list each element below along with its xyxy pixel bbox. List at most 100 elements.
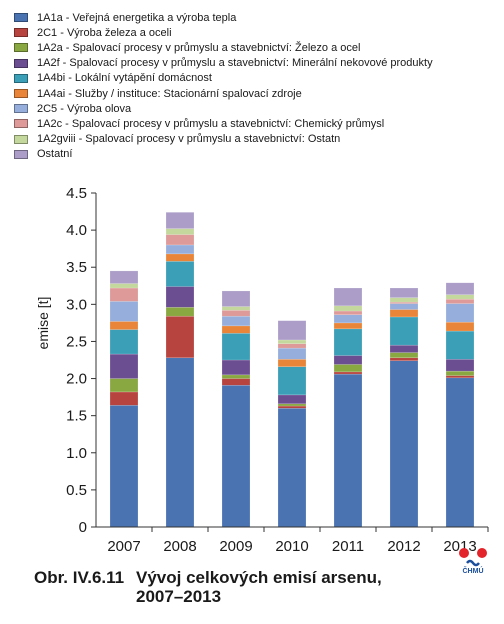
bar-segment [333,287,363,307]
bar-segment [221,315,251,327]
legend-label: 1A2a - Spalovací procesy v průmyslu a st… [37,41,361,54]
bar-segment [109,405,139,528]
x-tick-label: 2010 [275,538,308,555]
bar-segment [389,357,419,361]
y-tick-label: 4.5 [66,185,87,202]
legend-item: 1A1a - Veřejná energetika a výroba tepla [14,10,433,25]
legend-swatch [14,58,28,68]
bar-segment [389,309,419,318]
bar-segment [221,378,251,386]
bar-segment [221,325,251,334]
bar-segment [389,297,419,303]
x-tick-label: 2007 [107,538,140,555]
y-tick-label: 0.5 [66,482,87,499]
bar-segment [333,371,363,375]
bar-segment [445,370,475,376]
bar-segment [389,344,419,353]
bar-segment [109,283,139,289]
bar-segment [277,366,307,396]
x-tick-label: 2011 [332,538,364,555]
legend-swatch [14,149,28,159]
bar-segment [109,270,139,284]
bar-segment [109,391,139,406]
y-tick-label: 0 [79,519,87,536]
legend-item: 1A2a - Spalovací procesy v průmyslu a st… [14,40,433,55]
legend-swatch [14,119,28,129]
y-tick-label: 2.0 [66,371,87,388]
legend-label: Ostatní [37,148,73,161]
legend-item: 1A2f - Spalovací procesy v průmyslu a st… [14,56,433,71]
bar-segment [165,357,195,528]
bar-segment [221,290,251,307]
bar-segment [445,377,475,528]
bar-segment [109,321,139,330]
bar-segment [389,287,419,298]
y-tick-label: 1.0 [66,445,87,462]
bar-segment [221,333,251,361]
legend-swatch [14,13,28,23]
bar-segment [277,407,307,528]
legend-label: 1A4ai - Služby / instituce: Stacionární … [37,87,302,100]
legend-label: 2C5 - Výroba olova [37,102,132,115]
x-tick-label: 2009 [219,538,252,555]
bar-segment [445,294,475,300]
y-axis: 0 0.5 1.0 1.5 2.0 2.5 3.0 3.5 4.0 4.5 [66,185,97,536]
bar-segment [333,314,363,324]
legend: 1A1a - Veřejná energetika a výroba tepla… [14,10,433,162]
caption-title-line2: 2007–2013 [136,587,222,606]
bar-segment [333,364,363,373]
bar-segment [389,360,419,528]
bar-segment [221,310,251,317]
bar-segment [445,359,475,372]
bar-segment [221,384,251,528]
bar-segment [277,359,307,367]
bar-segment [165,212,195,229]
y-tick-label: 3.0 [66,296,87,313]
y-tick-label: 3.5 [66,259,87,276]
legend-label: 1A2f - Spalovací procesy v průmyslu a st… [37,57,433,70]
chmu-logo: ČHMÚ [454,546,492,580]
caption-number: Obr. IV.6.11 [34,568,125,587]
chmu-logo-mark [459,548,487,567]
x-tick-label: 2008 [163,538,196,555]
bar-segment [445,330,475,360]
legend-label: 1A4bi - Lokální vytápění domácnost [37,72,212,85]
x-axis: 2007 2008 2009 2010 2011 2012 2013 [96,526,489,555]
bar-segment [277,320,307,341]
y-tick-label: 4.0 [66,222,87,239]
legend-item: 1A2gviii - Spalovací procesy v průmyslu … [14,132,433,147]
bar-segment [109,287,139,302]
bar-segment [445,303,475,323]
bar-segment [333,322,363,330]
bar-segment [165,244,195,255]
legend-swatch [14,73,28,83]
bar-segment [277,347,307,360]
bar-segment [109,301,139,322]
y-axis-label: emise [t] [35,297,51,350]
bar-segment [445,321,475,332]
chmu-logo-text: ČHMÚ [462,568,484,575]
bar-segment [333,310,363,315]
legend-item: 1A4bi - Lokální vytápění domácnost [14,71,433,86]
bar-segment [389,352,419,359]
legend-item: 1A4ai - Služby / instituce: Stacionární … [14,86,433,101]
caption-title-line1: Vývoj celkových emisí arsenu, [136,568,382,587]
plot-area [109,212,475,528]
bar-segment [277,403,307,407]
bar-segment [165,315,195,359]
legend-label: 1A2c - Spalovací procesy v průmyslu a st… [37,117,385,130]
legend-item: Ostatní [14,147,433,162]
bar-segment [221,306,251,311]
bar-segment [333,373,363,528]
figure-caption: Obr. IV.6.11 Vývoj celkových emisí arsenu… [34,568,382,606]
bar-segment [165,286,195,308]
legend-swatch [14,43,28,53]
bar-segment [165,307,195,317]
bar-segment [445,298,475,304]
y-tick-label: 2.5 [66,333,87,350]
bar-segment [221,359,251,376]
bar-segment [109,378,139,393]
legend-item: 1A2c - Spalovací procesy v průmyslu a st… [14,116,433,131]
legend-swatch [14,89,28,99]
bar-segment [333,305,363,312]
